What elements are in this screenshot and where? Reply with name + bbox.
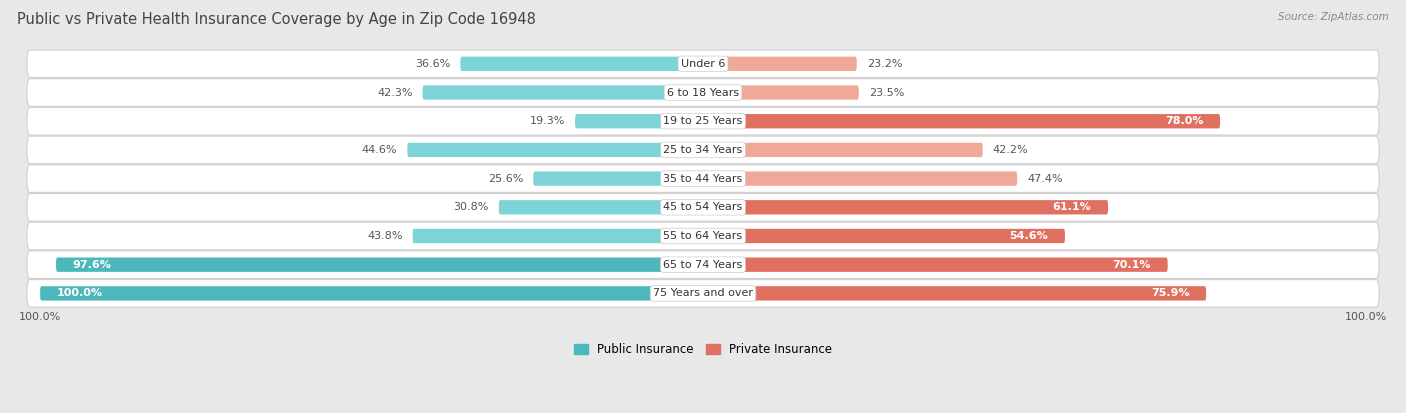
FancyBboxPatch shape bbox=[413, 229, 703, 243]
Text: 23.2%: 23.2% bbox=[866, 59, 903, 69]
Text: 75 Years and over: 75 Years and over bbox=[652, 288, 754, 298]
FancyBboxPatch shape bbox=[703, 286, 1206, 301]
Text: 43.8%: 43.8% bbox=[367, 231, 402, 241]
Text: 97.6%: 97.6% bbox=[73, 260, 111, 270]
Text: 78.0%: 78.0% bbox=[1166, 116, 1204, 126]
FancyBboxPatch shape bbox=[703, 200, 1108, 214]
FancyBboxPatch shape bbox=[56, 258, 703, 272]
Text: 44.6%: 44.6% bbox=[361, 145, 398, 155]
FancyBboxPatch shape bbox=[703, 57, 856, 71]
FancyBboxPatch shape bbox=[27, 165, 1379, 192]
Text: 54.6%: 54.6% bbox=[1010, 231, 1049, 241]
Text: 19 to 25 Years: 19 to 25 Years bbox=[664, 116, 742, 126]
Text: 42.2%: 42.2% bbox=[993, 145, 1028, 155]
Legend: Public Insurance, Private Insurance: Public Insurance, Private Insurance bbox=[569, 338, 837, 361]
FancyBboxPatch shape bbox=[27, 194, 1379, 221]
FancyBboxPatch shape bbox=[703, 143, 983, 157]
Text: 45 to 54 Years: 45 to 54 Years bbox=[664, 202, 742, 212]
Text: 61.1%: 61.1% bbox=[1053, 202, 1091, 212]
FancyBboxPatch shape bbox=[703, 171, 1017, 186]
Text: 42.3%: 42.3% bbox=[377, 88, 413, 97]
FancyBboxPatch shape bbox=[703, 229, 1064, 243]
Text: Public vs Private Health Insurance Coverage by Age in Zip Code 16948: Public vs Private Health Insurance Cover… bbox=[17, 12, 536, 27]
FancyBboxPatch shape bbox=[27, 222, 1379, 250]
Text: 19.3%: 19.3% bbox=[530, 116, 565, 126]
Text: 36.6%: 36.6% bbox=[415, 59, 450, 69]
Text: 100.0%: 100.0% bbox=[56, 288, 103, 298]
FancyBboxPatch shape bbox=[703, 258, 1167, 272]
FancyBboxPatch shape bbox=[27, 251, 1379, 278]
FancyBboxPatch shape bbox=[460, 57, 703, 71]
FancyBboxPatch shape bbox=[27, 79, 1379, 106]
Text: 75.9%: 75.9% bbox=[1152, 288, 1189, 298]
Text: 55 to 64 Years: 55 to 64 Years bbox=[664, 231, 742, 241]
FancyBboxPatch shape bbox=[408, 143, 703, 157]
FancyBboxPatch shape bbox=[27, 107, 1379, 135]
Text: 65 to 74 Years: 65 to 74 Years bbox=[664, 260, 742, 270]
Text: Under 6: Under 6 bbox=[681, 59, 725, 69]
FancyBboxPatch shape bbox=[27, 136, 1379, 164]
Text: 23.5%: 23.5% bbox=[869, 88, 904, 97]
FancyBboxPatch shape bbox=[703, 85, 859, 100]
Text: 47.4%: 47.4% bbox=[1028, 173, 1063, 184]
FancyBboxPatch shape bbox=[575, 114, 703, 128]
Text: 70.1%: 70.1% bbox=[1112, 260, 1152, 270]
FancyBboxPatch shape bbox=[703, 114, 1220, 128]
FancyBboxPatch shape bbox=[27, 50, 1379, 78]
Text: 30.8%: 30.8% bbox=[454, 202, 489, 212]
FancyBboxPatch shape bbox=[499, 200, 703, 214]
FancyBboxPatch shape bbox=[41, 286, 703, 301]
Text: 6 to 18 Years: 6 to 18 Years bbox=[666, 88, 740, 97]
Text: 25.6%: 25.6% bbox=[488, 173, 523, 184]
FancyBboxPatch shape bbox=[423, 85, 703, 100]
FancyBboxPatch shape bbox=[27, 280, 1379, 307]
Text: Source: ZipAtlas.com: Source: ZipAtlas.com bbox=[1278, 12, 1389, 22]
FancyBboxPatch shape bbox=[533, 171, 703, 186]
Text: 25 to 34 Years: 25 to 34 Years bbox=[664, 145, 742, 155]
Text: 35 to 44 Years: 35 to 44 Years bbox=[664, 173, 742, 184]
